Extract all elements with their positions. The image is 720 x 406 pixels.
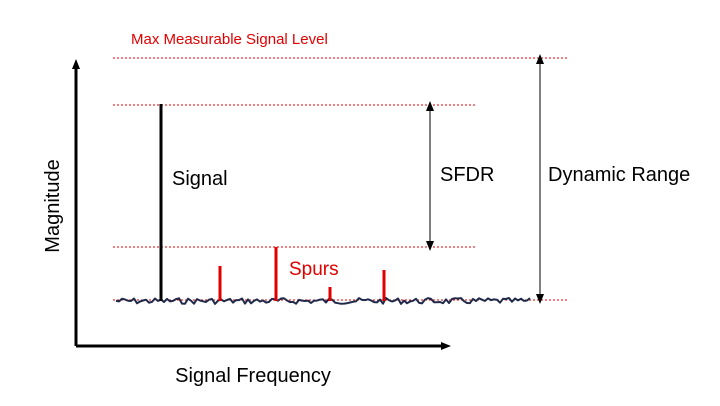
max-level-label: Max Measurable Signal Level <box>131 31 328 48</box>
spurs-label: Spurs <box>289 259 339 280</box>
sfdr-label: SFDR <box>440 164 494 186</box>
dynamic-range-label: Dynamic Range <box>548 164 690 186</box>
x-axis-label: Signal Frequency <box>175 365 331 387</box>
signal-label: Signal <box>172 168 228 190</box>
y-axis-label: Magnitude <box>42 159 64 252</box>
noise-floor <box>115 297 531 305</box>
